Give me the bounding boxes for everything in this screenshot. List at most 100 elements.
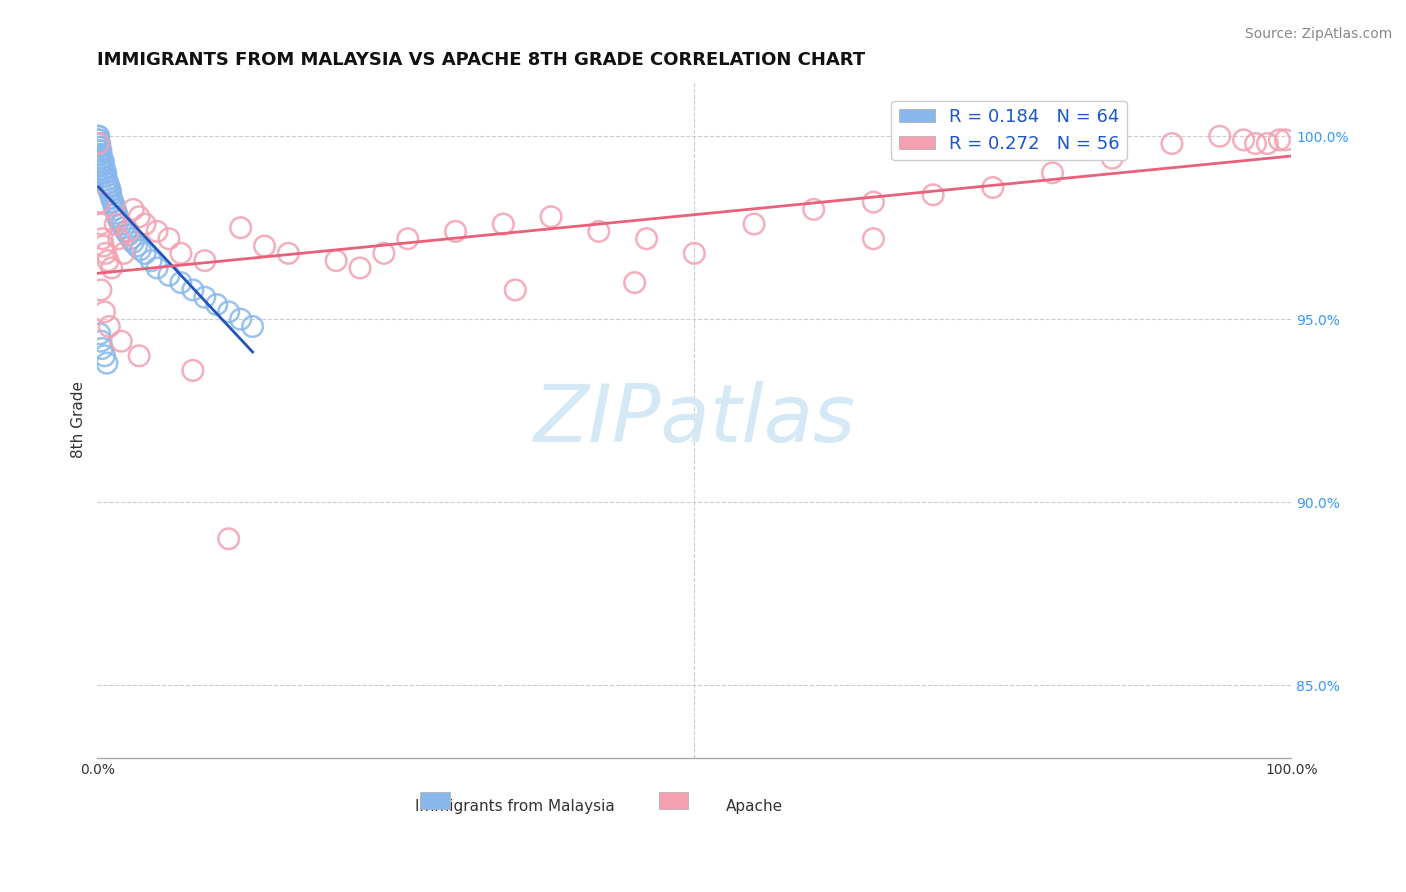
Point — [98, 180, 121, 194]
Point — [129, 243, 152, 257]
Point — [1232, 133, 1254, 147]
Point — [922, 187, 945, 202]
Point — [91, 151, 114, 165]
Point — [100, 191, 122, 205]
Point — [104, 217, 127, 231]
Point — [96, 356, 118, 370]
Point — [89, 147, 111, 161]
Point — [110, 334, 132, 348]
Point — [108, 232, 131, 246]
Point — [1256, 136, 1278, 151]
Point — [683, 246, 706, 260]
Legend: R = 0.184   N = 64, R = 0.272   N = 56: R = 0.184 N = 64, R = 0.272 N = 56 — [891, 101, 1128, 160]
Point — [503, 283, 526, 297]
Point — [862, 195, 884, 210]
Point — [89, 144, 111, 158]
Point — [117, 224, 139, 238]
Point — [1274, 133, 1296, 147]
Point — [157, 232, 180, 246]
Point — [97, 177, 120, 191]
Point — [97, 180, 120, 194]
Point — [146, 260, 169, 275]
Point — [105, 206, 128, 220]
Point — [803, 202, 825, 217]
Point — [1101, 151, 1123, 165]
Text: Source: ZipAtlas.com: Source: ZipAtlas.com — [1244, 27, 1392, 41]
Point — [108, 213, 131, 227]
Point — [122, 235, 145, 250]
Point — [112, 246, 135, 260]
Point — [1208, 129, 1230, 144]
Point — [170, 246, 193, 260]
Point — [89, 326, 111, 341]
Point — [104, 202, 127, 217]
Point — [89, 195, 111, 210]
Point — [181, 283, 204, 297]
Point — [90, 154, 112, 169]
Point — [588, 224, 610, 238]
Point — [87, 136, 110, 151]
Point — [1268, 133, 1291, 147]
Point — [89, 140, 111, 154]
Point — [90, 147, 112, 161]
Point — [100, 187, 122, 202]
Point — [205, 297, 228, 311]
Point — [325, 253, 347, 268]
Point — [349, 260, 371, 275]
Point — [93, 166, 115, 180]
Point — [90, 334, 112, 348]
Point — [91, 232, 114, 246]
Point — [117, 228, 139, 243]
Point — [636, 232, 658, 246]
Point — [89, 136, 111, 151]
Point — [91, 162, 114, 177]
Point — [110, 217, 132, 231]
Point — [181, 363, 204, 377]
Point — [93, 349, 115, 363]
Point — [540, 210, 562, 224]
Point — [115, 224, 138, 238]
Point — [194, 290, 217, 304]
Point — [229, 220, 252, 235]
Point — [253, 239, 276, 253]
Point — [157, 268, 180, 283]
Point — [229, 312, 252, 326]
Point — [981, 180, 1004, 194]
Point — [125, 239, 148, 253]
Point — [128, 210, 150, 224]
Point — [91, 154, 114, 169]
Point — [623, 276, 645, 290]
Point — [492, 217, 515, 231]
Point — [107, 210, 129, 224]
Point — [94, 169, 117, 184]
Text: Immigrants from Malaysia: Immigrants from Malaysia — [415, 799, 614, 814]
Point — [101, 195, 124, 210]
Point — [98, 319, 121, 334]
Point — [146, 224, 169, 238]
Point — [93, 162, 115, 177]
Point — [218, 305, 240, 319]
Point — [87, 136, 110, 151]
Point — [170, 276, 193, 290]
Point — [94, 166, 117, 180]
Point — [90, 217, 112, 231]
Point — [1161, 136, 1184, 151]
Point — [444, 224, 467, 238]
Point — [89, 140, 111, 154]
Point — [862, 232, 884, 246]
Point — [134, 246, 156, 260]
Point — [100, 260, 122, 275]
Text: Apache: Apache — [725, 799, 783, 814]
Point — [93, 305, 115, 319]
Point — [91, 239, 114, 253]
Text: ZIPatlas: ZIPatlas — [533, 381, 855, 458]
Point — [87, 133, 110, 147]
Point — [122, 202, 145, 217]
Point — [373, 246, 395, 260]
Point — [98, 184, 121, 198]
Point — [87, 136, 110, 151]
Point — [134, 217, 156, 231]
Point — [96, 173, 118, 187]
Point — [1244, 136, 1267, 151]
Point — [91, 342, 114, 356]
